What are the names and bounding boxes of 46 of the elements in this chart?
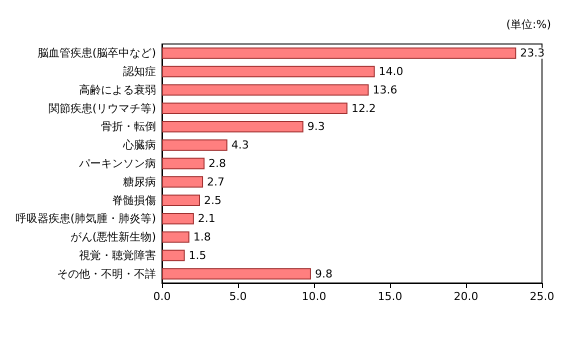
- data-label: 23.3: [520, 46, 545, 60]
- data-label: 1.5: [188, 248, 206, 262]
- data-label: 2.7: [207, 175, 225, 188]
- data-label: 2.1: [198, 212, 216, 226]
- x-tick-label: 15.0: [378, 290, 402, 303]
- y-tick-label: がん(悪性新生物): [70, 230, 156, 244]
- bar: [162, 268, 311, 280]
- y-tick-label: 関節疾患(リウマチ等): [48, 102, 156, 115]
- bar: [162, 194, 200, 206]
- data-label: 9.3: [307, 120, 325, 134]
- data-label: 13.6: [372, 83, 398, 96]
- bar: [162, 66, 375, 78]
- y-tick-label: 呼吸器疾患(肺気腫・肺炎等): [15, 212, 156, 226]
- bar: [162, 176, 204, 188]
- y-tick-label: 脳血管疾患(脳卒中など): [37, 46, 156, 60]
- y-tick-label: 糖尿病: [123, 175, 156, 188]
- data-label: 2.5: [204, 194, 222, 207]
- data-label: 9.8: [314, 267, 332, 280]
- bar: [162, 102, 348, 114]
- x-tick-label: 5.0: [229, 290, 247, 303]
- bar: [162, 212, 194, 224]
- bar: [162, 47, 516, 59]
- bar: [162, 231, 190, 243]
- x-tick-label: 25.0: [530, 290, 554, 303]
- bar: [162, 121, 304, 132]
- y-tick-label: 高齢による衰弱: [79, 83, 156, 96]
- data-label: 4.3: [231, 138, 249, 152]
- x-tick-label: 10.0: [302, 290, 326, 303]
- y-tick-label: 骨折・転倒: [101, 120, 156, 134]
- bar: [162, 84, 369, 96]
- data-label: 1.8: [193, 230, 211, 244]
- bar: [162, 158, 205, 170]
- y-tick-label: その他・不明・不詳: [57, 267, 156, 280]
- text: (単位:%): [506, 18, 552, 31]
- bar: [162, 139, 228, 151]
- data-label: 12.2: [351, 102, 376, 115]
- bar: [162, 250, 185, 262]
- data-label: 2.8: [208, 157, 226, 170]
- data-label: 14.0: [378, 65, 404, 78]
- y-tick-label: 脊髄損傷: [112, 194, 156, 207]
- x-tick-label: 0.0: [153, 290, 171, 303]
- y-tick-label: 認知症: [123, 65, 156, 78]
- y-tick-label: 心臓病: [122, 138, 156, 152]
- x-tick-label: 20.0: [454, 290, 478, 303]
- y-tick-label: 視覚・聴覚障害: [79, 248, 156, 262]
- y-tick-label: パーキンソン病: [78, 157, 156, 170]
